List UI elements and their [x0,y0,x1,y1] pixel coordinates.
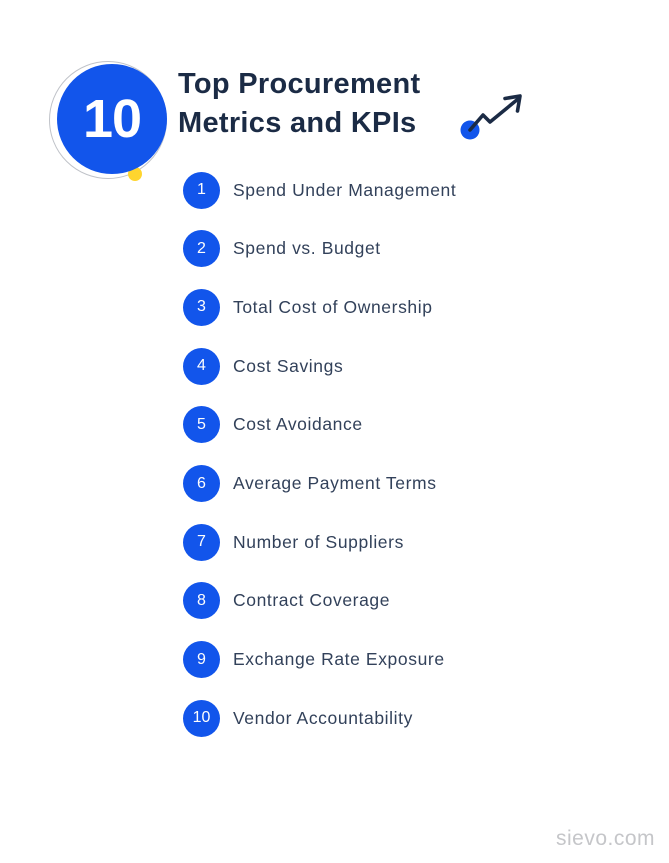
item-label: Cost Savings [233,355,344,376]
big-number: 10 [82,89,142,149]
big-number-badge: 10 [57,64,167,174]
item-label: Cost Avoidance [233,414,363,435]
list-item: 9 Exchange Rate Exposure [183,641,445,679]
list-item: 6 Average Payment Terms [183,465,437,502]
list-item: 5 Cost Avoidance [183,406,363,444]
item-label: Average Payment Terms [233,473,437,493]
trend-up-arrow-icon [460,94,522,140]
item-label: Number of Suppliers [233,531,404,552]
title-line-2: Metrics and KPIs [178,107,417,139]
item-number-badge: 8 [183,582,220,620]
item-number-badge: 7 [183,523,220,561]
item-number-badge: 1 [183,171,220,209]
item-label: Exchange Rate Exposure [233,649,445,670]
list-item: 8 Contract Coverage [183,582,391,620]
item-label: Spend vs. Budget [233,238,381,259]
item-label: Total Cost of Ownership [233,296,433,317]
item-number-badge: 3 [183,288,220,326]
item-number-badge: 2 [183,230,220,268]
item-number-badge: 10 [183,699,220,737]
yellow-dot-decoration [128,167,142,181]
list-item: 2 Spend vs. Budget [183,230,381,268]
item-number-badge: 9 [183,641,220,679]
title-line-1: Top Procurement [178,68,421,100]
footer-website: sievo.com [555,827,655,850]
item-label: Spend Under Management [233,179,457,200]
list-item: 4 Cost Savings [183,347,344,385]
page-title: Top Procurement Metrics and KPIs [178,65,420,143]
item-label: Vendor Accountability [233,707,413,728]
list-item: 1 Spend Under Management [183,171,457,209]
item-number-badge: 4 [183,347,220,385]
list-item: 10 Vendor Accountability [183,699,413,737]
list-item: 3 Total Cost of Ownership [183,288,433,326]
list-item: 7 Number of Suppliers [183,523,404,561]
item-number-badge: 5 [183,406,220,444]
item-number-badge: 6 [183,465,220,502]
item-label: Contract Coverage [233,590,391,611]
